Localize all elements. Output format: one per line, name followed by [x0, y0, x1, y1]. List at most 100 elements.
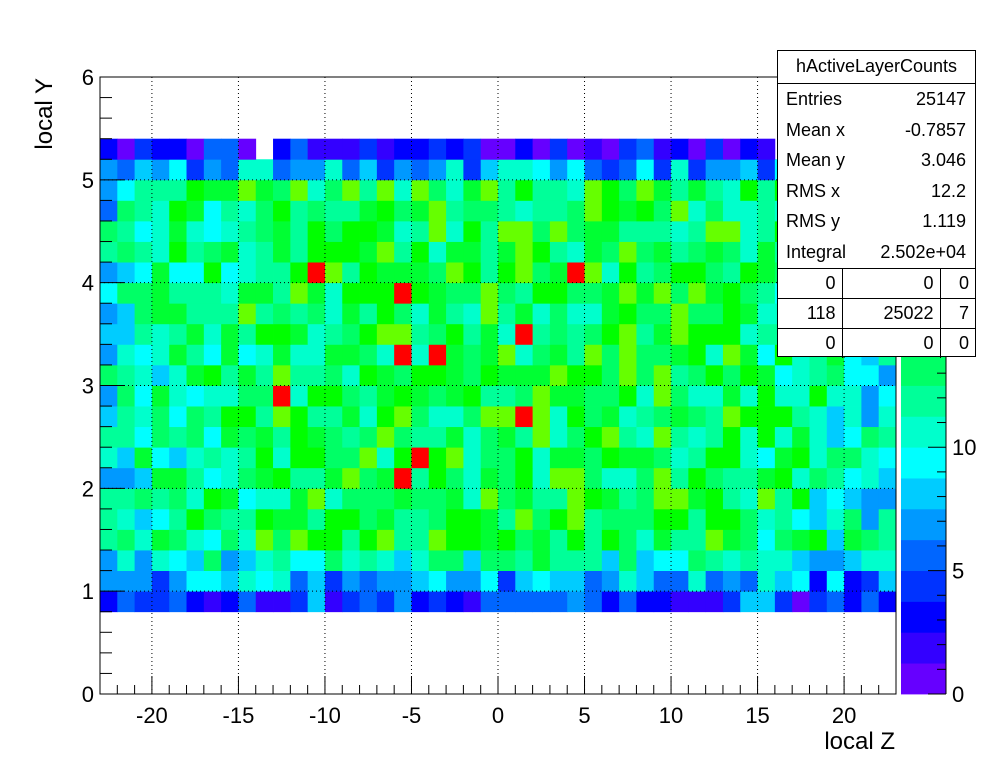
heatmap-cell	[636, 529, 655, 551]
heatmap-cell	[169, 508, 187, 530]
stats-grid-cell: 118	[778, 298, 843, 329]
heatmap-cell	[498, 447, 516, 469]
heatmap-cell	[653, 426, 672, 448]
heatmap-cell	[134, 200, 153, 222]
heatmap-cell	[878, 570, 897, 592]
heatmap-cell	[411, 364, 430, 386]
heatmap-cell	[722, 303, 741, 325]
heatmap-cell	[671, 550, 689, 571]
heatmap-cell	[359, 241, 378, 263]
stats-value: 12.2	[930, 180, 966, 201]
heatmap-cell	[636, 138, 655, 160]
heatmap-cell	[515, 364, 533, 386]
heatmap-cell	[186, 591, 205, 613]
heatmap-cell	[411, 220, 430, 242]
heatmap-cell	[134, 303, 153, 325]
heatmap-cell	[636, 262, 655, 284]
heatmap-cell	[480, 488, 499, 510]
heatmap-cell	[394, 467, 412, 489]
heatmap-cell	[221, 447, 239, 469]
heatmap-cell	[238, 508, 257, 530]
stats-label: Mean x	[786, 119, 846, 140]
heatmap-cell	[498, 220, 516, 242]
heatmap-cell	[117, 262, 135, 284]
heatmap-cell	[100, 570, 118, 592]
heatmap-cell	[169, 241, 187, 263]
heatmap-cell	[567, 364, 585, 386]
heatmap-cell	[774, 550, 793, 571]
heatmap-cell	[221, 488, 239, 510]
heatmap-cell	[134, 179, 153, 201]
heatmap-cell	[792, 508, 810, 530]
heatmap-cell	[307, 488, 326, 510]
heatmap-cell	[446, 220, 464, 242]
heatmap-cell	[221, 282, 239, 304]
heatmap-cell	[394, 447, 412, 469]
heatmap-cell	[878, 488, 897, 510]
heatmap-cell	[238, 323, 257, 345]
heatmap-cell	[376, 591, 395, 613]
heatmap-cell	[757, 488, 776, 510]
heatmap-cell	[134, 488, 153, 510]
heatmap-cell	[549, 426, 568, 448]
heatmap-cell	[255, 529, 274, 551]
heatmap-cell	[705, 508, 724, 530]
heatmap-cell	[792, 385, 810, 407]
heatmap-cell	[688, 179, 707, 201]
heatmap-cell	[394, 138, 412, 160]
heatmap-cell	[740, 406, 758, 428]
heatmap-cell	[653, 447, 672, 469]
heatmap-cell	[117, 282, 135, 304]
heatmap-cell	[221, 591, 239, 613]
heatmap-cell	[757, 303, 776, 325]
heatmap-cell	[273, 138, 291, 160]
heatmap-cell	[446, 406, 464, 428]
heatmap-cell	[740, 591, 758, 613]
heatmap-cell	[671, 447, 689, 469]
heatmap-cell	[273, 570, 291, 592]
heatmap-cell	[861, 591, 880, 613]
heatmap-cell	[255, 447, 274, 469]
heatmap-cell	[221, 138, 239, 160]
heatmap-cell	[186, 385, 205, 407]
heatmap-cell	[584, 282, 603, 304]
heatmap-cell	[255, 241, 274, 263]
heatmap-cell	[515, 241, 533, 263]
heatmap-cell	[653, 467, 672, 489]
heatmap-cell	[359, 220, 378, 242]
heatmap-cell	[446, 262, 464, 284]
heatmap-cell	[584, 406, 603, 428]
heatmap-cell	[549, 550, 568, 571]
heatmap-cell	[636, 323, 655, 345]
heatmap-cell	[324, 179, 343, 201]
stats-row: RMS x 12.2	[778, 176, 975, 207]
heatmap-cell	[203, 488, 222, 510]
heatmap-cell	[359, 179, 378, 201]
heatmap-cell	[601, 262, 620, 284]
heatmap-cell	[757, 220, 776, 242]
heatmap-cell	[376, 406, 395, 428]
heatmap-cell	[584, 323, 603, 345]
heatmap-cell	[463, 323, 482, 345]
heatmap-cell	[411, 467, 430, 489]
heatmap-cell	[273, 591, 291, 613]
axes: -20 -15 -10 -5 0 5 10 15 20 0 1 2 3 4 5 6	[82, 65, 897, 728]
heatmap-cell	[774, 529, 793, 551]
heatmap-cell	[584, 241, 603, 263]
heatmap-cell	[394, 220, 412, 242]
heatmap-cell	[584, 303, 603, 325]
heatmap-cell	[376, 200, 395, 222]
heatmap-cell	[463, 467, 482, 489]
heatmap-cell	[411, 591, 430, 613]
heatmap-cell	[619, 303, 637, 325]
heatmap-cell	[515, 488, 533, 510]
heatmap-cell	[671, 138, 689, 160]
heatmap-cell	[705, 467, 724, 489]
heatmap-cell	[117, 529, 135, 551]
heatmap-cell	[861, 570, 880, 592]
heatmap-cell	[324, 570, 343, 592]
heatmap-cell	[324, 385, 343, 407]
heatmap-cell	[515, 467, 533, 489]
heatmap-cell	[238, 241, 257, 263]
heatmap-cell	[653, 323, 672, 345]
